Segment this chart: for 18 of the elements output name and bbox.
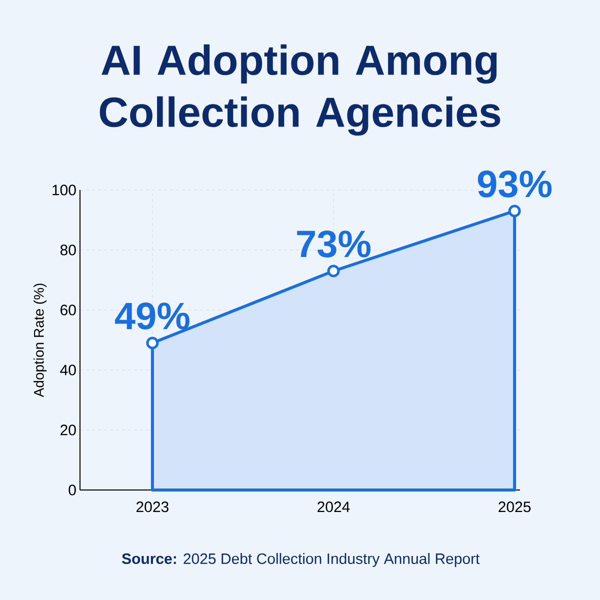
x-tick-label: 2025 [498, 502, 531, 512]
text: Source: 2025 Debt Collection Industry Annual Report [122, 553, 480, 567]
data-label: 73% [297, 230, 371, 258]
x-tick-label: 2024 [318, 502, 350, 512]
y-tick-label: 80 [60, 244, 76, 256]
y-tick-label: 20 [60, 424, 76, 436]
chart-title: AI Adoption Among Collection Agencies [100, 44, 500, 136]
y-tick-label: 40 [60, 364, 76, 376]
y-tick-label: 60 [60, 304, 76, 316]
data-label: 49% [114, 302, 190, 330]
point [327, 264, 340, 278]
data-label: 93% [478, 170, 552, 198]
y-axis-title: Adoption Rate (%) [34, 284, 47, 398]
y-tick-label: 100 [52, 184, 76, 196]
point [146, 336, 159, 350]
y-tick-label: 0 [68, 484, 76, 496]
x-tick-label: 2023 [136, 502, 168, 512]
point [508, 204, 521, 218]
